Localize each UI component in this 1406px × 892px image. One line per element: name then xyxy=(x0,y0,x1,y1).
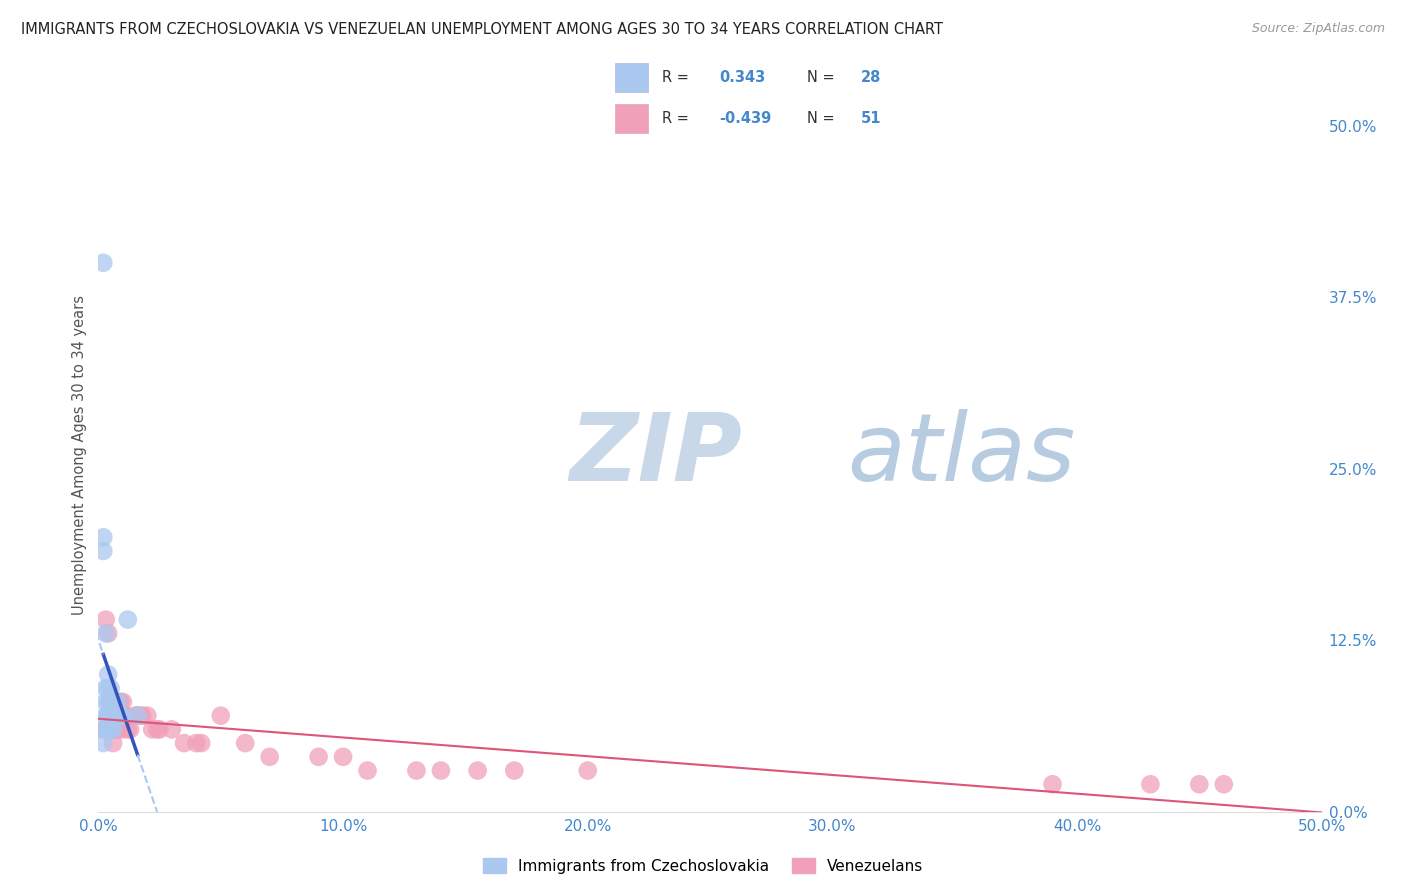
Point xyxy=(1188,777,1211,791)
Point xyxy=(107,723,129,737)
Point xyxy=(91,544,114,558)
Point xyxy=(127,708,149,723)
Point xyxy=(332,749,354,764)
Point xyxy=(141,723,163,737)
Point xyxy=(467,764,489,778)
Point xyxy=(100,723,122,737)
Point xyxy=(104,723,127,737)
Text: R =: R = xyxy=(662,70,693,85)
Point xyxy=(101,736,124,750)
Point xyxy=(1212,777,1234,791)
Point xyxy=(101,723,124,737)
Point xyxy=(91,256,114,270)
Point xyxy=(97,723,120,737)
Point xyxy=(136,708,159,723)
Point xyxy=(190,736,212,750)
Legend: Immigrants from Czechoslovakia, Venezuelans: Immigrants from Czechoslovakia, Venezuel… xyxy=(477,852,929,880)
Text: 28: 28 xyxy=(860,70,882,85)
Text: Source: ZipAtlas.com: Source: ZipAtlas.com xyxy=(1251,22,1385,36)
Point xyxy=(91,530,114,544)
Point xyxy=(100,695,122,709)
Point xyxy=(101,708,124,723)
Point xyxy=(160,723,183,737)
Point xyxy=(100,681,122,696)
Point xyxy=(97,626,120,640)
Point xyxy=(576,764,599,778)
Point xyxy=(94,626,117,640)
Point xyxy=(104,708,127,723)
Point xyxy=(209,708,232,723)
Point xyxy=(430,764,453,778)
Point xyxy=(111,695,134,709)
Point xyxy=(91,736,114,750)
Point xyxy=(129,708,152,723)
Point xyxy=(111,708,134,723)
Point xyxy=(101,723,124,737)
Text: 51: 51 xyxy=(860,112,882,126)
Point xyxy=(127,708,149,723)
Point xyxy=(100,695,122,709)
Bar xyxy=(614,63,648,92)
Point xyxy=(146,723,169,737)
Point xyxy=(1042,777,1064,791)
Text: N =: N = xyxy=(807,112,839,126)
Point xyxy=(111,708,134,723)
Point xyxy=(110,708,132,723)
Point xyxy=(1139,777,1161,791)
Text: N =: N = xyxy=(807,70,839,85)
Point xyxy=(94,695,117,709)
Bar xyxy=(614,104,648,133)
Point xyxy=(100,708,122,723)
Text: atlas: atlas xyxy=(846,409,1076,500)
Point xyxy=(233,736,256,750)
Point xyxy=(405,764,427,778)
Point xyxy=(101,708,124,723)
Point xyxy=(149,723,172,737)
Point xyxy=(97,667,120,681)
Point xyxy=(100,708,122,723)
Point xyxy=(503,764,526,778)
Text: -0.439: -0.439 xyxy=(720,112,772,126)
Point xyxy=(110,708,132,723)
Point xyxy=(94,708,117,723)
Point xyxy=(308,749,330,764)
Point xyxy=(97,681,120,696)
Point xyxy=(114,708,136,723)
Point xyxy=(117,613,139,627)
Point xyxy=(104,708,127,723)
Point xyxy=(110,695,132,709)
Point xyxy=(107,695,129,709)
Point xyxy=(91,723,114,737)
Point xyxy=(124,708,146,723)
Point xyxy=(94,723,117,737)
Point xyxy=(97,708,120,723)
Point xyxy=(94,613,117,627)
Point xyxy=(94,681,117,696)
Point xyxy=(107,708,129,723)
Text: R =: R = xyxy=(662,112,693,126)
Point xyxy=(117,723,139,737)
Text: 0.343: 0.343 xyxy=(720,70,765,85)
Point xyxy=(186,736,208,750)
Point xyxy=(173,736,195,750)
Point xyxy=(97,695,120,709)
Point xyxy=(100,723,122,737)
Point xyxy=(101,695,124,709)
Point xyxy=(111,723,134,737)
Point xyxy=(97,708,120,723)
Point xyxy=(94,723,117,737)
Point xyxy=(356,764,378,778)
Point xyxy=(259,749,281,764)
Text: IMMIGRANTS FROM CZECHOSLOVAKIA VS VENEZUELAN UNEMPLOYMENT AMONG AGES 30 TO 34 YE: IMMIGRANTS FROM CZECHOSLOVAKIA VS VENEZU… xyxy=(21,22,943,37)
Point xyxy=(107,695,129,709)
Point xyxy=(120,723,142,737)
Text: ZIP: ZIP xyxy=(569,409,742,501)
Point xyxy=(94,723,117,737)
Y-axis label: Unemployment Among Ages 30 to 34 years: Unemployment Among Ages 30 to 34 years xyxy=(72,295,87,615)
Point xyxy=(131,708,153,723)
